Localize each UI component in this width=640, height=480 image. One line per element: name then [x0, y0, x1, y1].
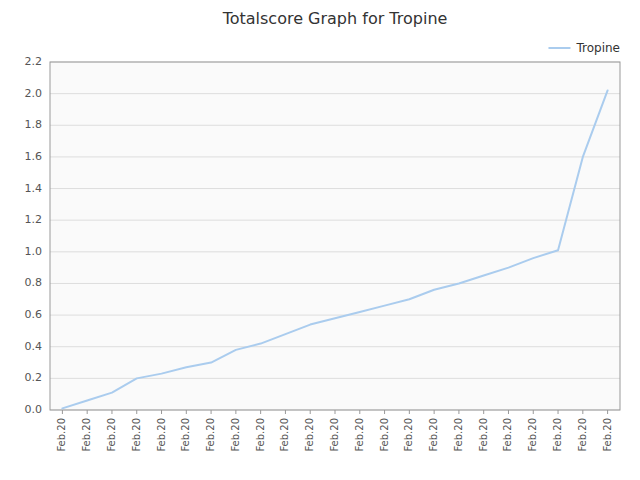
x-tick-label: Feb.20: [56, 418, 67, 452]
x-tick-label: Feb.20: [329, 418, 340, 452]
x-tick-label: Feb.20: [602, 418, 613, 452]
plot-background: [50, 62, 620, 410]
x-tick-label: Feb.20: [577, 418, 588, 452]
x-tick: [409, 410, 410, 414]
x-tick: [335, 410, 336, 414]
series-line: [62, 90, 607, 408]
x-tick-label: Feb.20: [205, 418, 216, 452]
x-tick-label: Feb.20: [131, 418, 142, 452]
x-axis: Feb.20 Feb.20 Feb.20 Feb.20 Feb.20 Feb.20 Feb.…: [56, 410, 612, 452]
x-tick-label: Feb.20: [106, 418, 117, 452]
grid-line: [50, 220, 620, 221]
x-tick: [533, 410, 534, 414]
x-tick: [434, 410, 435, 414]
x-tick-label: Feb.20: [502, 418, 513, 452]
x-tick: [161, 410, 162, 414]
x-tick-label: Feb.20: [354, 418, 365, 452]
y-tick-label: 1.6: [25, 150, 43, 163]
x-tick: [582, 410, 583, 414]
x-tick: [260, 410, 261, 414]
y-tick-label: 0.6: [25, 308, 43, 321]
x-tick: [186, 410, 187, 414]
x-tick-label: Feb.20: [527, 418, 538, 452]
x-tick: [483, 410, 484, 414]
x-tick: [558, 410, 559, 414]
y-tick-label: 0.2: [25, 371, 43, 384]
y-tick-label: 2.2: [25, 55, 43, 68]
y-tick-label: 1.0: [25, 245, 43, 258]
plot-area: [62, 90, 607, 408]
x-tick-label: Feb.20: [180, 418, 191, 452]
grid-line: [50, 346, 620, 347]
x-tick: [285, 410, 286, 414]
x-tick-label: Feb.20: [552, 418, 563, 452]
x-tick: [310, 410, 311, 414]
chart-svg: 0.0 0.2 0.4 0.6 0.8 1.0 1.2 1.4 1.6 1.8 2.0 2.2 Feb.…: [0, 0, 640, 480]
x-tick: [508, 410, 509, 414]
x-tick: [359, 410, 360, 414]
x-tick-label: Feb.20: [156, 418, 167, 452]
y-tick-label: 0.8: [25, 276, 43, 289]
grid-line: [50, 315, 620, 316]
x-tick-label: Feb.20: [81, 418, 92, 452]
y-axis: 0.0 0.2 0.4 0.6 0.8 1.0 1.2 1.4 1.6 1.8 2.0 2.2: [25, 55, 43, 416]
x-tick-label: Feb.20: [478, 418, 489, 452]
y-tick-label: 1.4: [25, 182, 43, 195]
y-tick-label: 1.8: [25, 118, 43, 131]
grid-line: [50, 156, 620, 157]
grid-line: [50, 251, 620, 252]
x-tick-label: Feb.20: [230, 418, 241, 452]
x-tick-label: Feb.20: [453, 418, 464, 452]
grid-line: [50, 283, 620, 284]
x-tick: [136, 410, 137, 414]
x-tick-label: Feb.20: [279, 418, 290, 452]
x-tick-label: Feb.20: [403, 418, 414, 452]
legend-swatch: [548, 47, 570, 49]
grid-line: [50, 93, 620, 94]
x-tick: [384, 410, 385, 414]
y-tick-label: 2.0: [25, 87, 43, 100]
y-tick-label: 0.0: [25, 403, 43, 416]
x-tick: [458, 410, 459, 414]
x-tick-label: Feb.20: [428, 418, 439, 452]
grid: [50, 62, 620, 410]
chart-title: Totalscore Graph for Tropine: [222, 9, 448, 28]
x-tick: [111, 410, 112, 414]
legend: Tropine: [548, 41, 620, 55]
x-tick: [607, 410, 608, 414]
legend-label: Tropine: [575, 41, 620, 55]
y-tick-label: 1.2: [25, 213, 43, 226]
grid-line: [50, 188, 620, 189]
x-tick: [62, 410, 63, 414]
x-tick-label: Feb.20: [304, 418, 315, 452]
x-tick-label: Feb.20: [255, 418, 266, 452]
x-tick: [211, 410, 212, 414]
chart-container: 0.0 0.2 0.4 0.6 0.8 1.0 1.2 1.4 1.6 1.8 2.0 2.2 Feb.…: [0, 0, 640, 480]
grid-line: [50, 125, 620, 126]
x-tick-label: Feb.20: [379, 418, 390, 452]
plot-frame: [50, 62, 620, 410]
x-tick: [235, 410, 236, 414]
y-tick-label: 0.4: [25, 340, 43, 353]
x-tick: [87, 410, 88, 414]
